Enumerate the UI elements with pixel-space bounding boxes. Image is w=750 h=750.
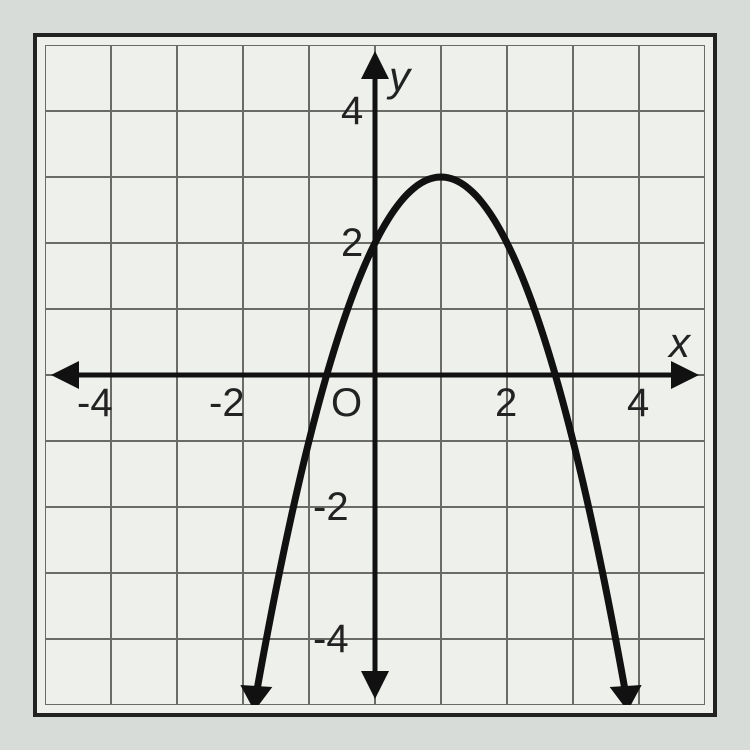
- axes: [59, 59, 691, 691]
- plot-area: y x O -4 -2 2 4 4 2 -2 -4: [45, 45, 705, 705]
- y-tick-2: 2: [341, 221, 363, 266]
- y-axis-label: y: [389, 53, 410, 101]
- origin-label: O: [331, 381, 362, 426]
- x-tick-2: 2: [495, 381, 517, 426]
- chart-svg: [45, 45, 705, 705]
- x-tick--4: -4: [77, 381, 113, 426]
- y-tick--2: -2: [313, 485, 349, 530]
- x-tick--2: -2: [209, 381, 245, 426]
- x-tick-4: 4: [627, 381, 649, 426]
- y-tick-4: 4: [341, 89, 363, 134]
- chart-frame: y x O -4 -2 2 4 4 2 -2 -4: [33, 33, 717, 717]
- y-tick--4: -4: [313, 617, 349, 662]
- x-axis-label: x: [669, 319, 690, 367]
